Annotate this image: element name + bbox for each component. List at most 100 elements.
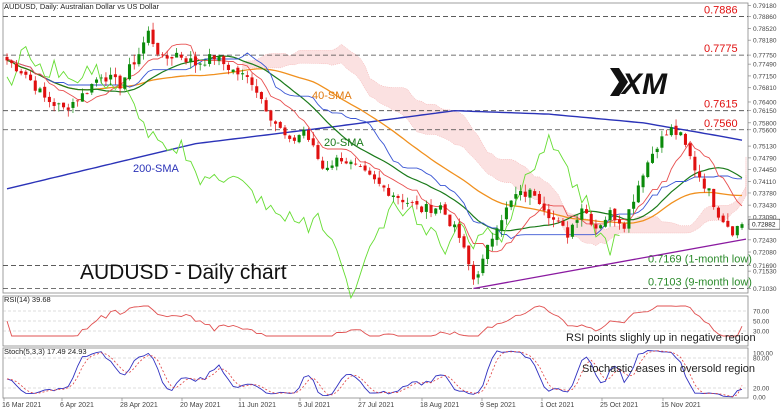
candle-body xyxy=(660,136,664,148)
candle-body xyxy=(198,63,202,65)
candle-body xyxy=(109,74,113,80)
main-panel-frame xyxy=(2,2,749,294)
candle-body xyxy=(467,245,471,265)
x-tick-label: 18 Aug 2021 xyxy=(420,402,459,409)
candle-body xyxy=(481,258,485,274)
stoch-note: Stochastic eases in oversold region xyxy=(582,363,755,375)
candle-body xyxy=(146,30,150,43)
rsi-line xyxy=(6,305,743,337)
y-axis: 0.79180 0.78860 0.78520 0.78180 0.77750 0.774… xyxy=(748,3,780,402)
candle-body xyxy=(335,157,339,167)
candle-body xyxy=(47,96,51,103)
candle-body xyxy=(321,160,325,169)
candle-body xyxy=(566,227,570,238)
candle-body xyxy=(142,42,146,54)
candle-body xyxy=(669,127,673,136)
candle-body xyxy=(288,135,292,139)
candle-body xyxy=(250,77,254,85)
chart-title: AUDUSD - Daily chart xyxy=(80,261,287,284)
level-label: 0.7103 (9-month low) xyxy=(648,276,752,288)
xm-logo: XM xyxy=(610,68,668,101)
candle-body xyxy=(344,161,348,164)
candle-body xyxy=(387,187,391,196)
candle-body xyxy=(731,226,735,236)
lagging-span-line xyxy=(6,45,620,300)
y-tick-label: 0.74450 xyxy=(753,167,777,174)
candle-body xyxy=(302,129,306,136)
y-tick-label: 0.76150 xyxy=(753,108,777,115)
x-tick-label: 25 Oct 2021 xyxy=(600,402,638,409)
candle-body xyxy=(292,137,296,141)
candle-body xyxy=(646,162,650,178)
candle-body xyxy=(307,130,311,140)
candle-body xyxy=(212,55,216,60)
ichimoku-cloud xyxy=(242,43,747,246)
candle-body xyxy=(156,42,160,55)
candle-body xyxy=(396,195,400,198)
candle-body xyxy=(363,165,367,171)
candle-body xyxy=(434,208,438,214)
y-tick-label: 0.77150 xyxy=(753,73,777,80)
candle-body xyxy=(405,202,410,204)
candle-body xyxy=(679,132,683,136)
sma20-label: 20-SMA xyxy=(324,137,364,149)
candle-body xyxy=(594,224,598,229)
candle-body xyxy=(377,177,381,184)
candle-body xyxy=(424,204,428,212)
candle-body xyxy=(627,209,631,229)
candle-body xyxy=(29,74,33,81)
candle-body xyxy=(330,165,334,168)
candle-body xyxy=(486,244,490,260)
x-tick-label: 1 Oct 2021 xyxy=(540,402,574,409)
candle-body xyxy=(622,223,626,229)
stoch-signal-line xyxy=(6,350,743,398)
candle-body xyxy=(509,200,513,208)
rsi-header: RSI(14) 39.68 xyxy=(4,295,51,304)
candle-body xyxy=(264,100,268,112)
candle-body xyxy=(283,127,287,136)
candle-body xyxy=(698,171,702,178)
candle-body xyxy=(151,29,155,45)
candle-body xyxy=(14,63,18,72)
candle-body xyxy=(410,201,414,203)
candle-body xyxy=(62,102,66,108)
candle-body xyxy=(217,56,221,61)
x-tick-label: 15 Nov 2021 xyxy=(661,402,701,409)
sma200-line xyxy=(6,109,743,190)
candle-body xyxy=(500,220,504,231)
x-tick-label: 20 May 2021 xyxy=(180,402,221,409)
candle-body xyxy=(38,88,42,93)
candle-body xyxy=(537,193,541,205)
candle-body xyxy=(255,86,259,93)
candle-body xyxy=(641,175,645,188)
candle-body xyxy=(222,56,226,65)
candle-body xyxy=(76,100,80,102)
candle-body xyxy=(316,145,320,159)
candle-body xyxy=(311,138,315,146)
candle-body xyxy=(632,201,636,209)
sma40-label: 40-SMA xyxy=(312,90,352,102)
candle-body xyxy=(523,191,527,197)
last-price-label: 0.72882 xyxy=(752,222,776,229)
y-tick-label: 0.76400 xyxy=(753,99,777,106)
candle-body xyxy=(43,86,47,98)
last-price-badge xyxy=(748,218,780,230)
candle-body xyxy=(274,121,278,124)
candle-body xyxy=(471,264,475,280)
candle-body xyxy=(127,64,132,80)
candle-body xyxy=(339,158,344,162)
candle-body xyxy=(490,238,494,247)
candle-body xyxy=(160,54,165,56)
candle-body xyxy=(5,56,9,61)
y-tick-label: 0.73430 xyxy=(753,203,777,210)
candle-body xyxy=(552,217,556,220)
y-tick-label: 0.75600 xyxy=(753,127,777,134)
rsi-tick-label: 50.00 xyxy=(753,319,770,326)
candle-body xyxy=(688,143,692,157)
candle-body xyxy=(137,54,141,65)
candle-body xyxy=(533,191,537,196)
candle-body xyxy=(241,73,245,75)
y-tick-label: 0.78520 xyxy=(753,26,777,33)
level-label: 0.7775 xyxy=(704,43,738,55)
